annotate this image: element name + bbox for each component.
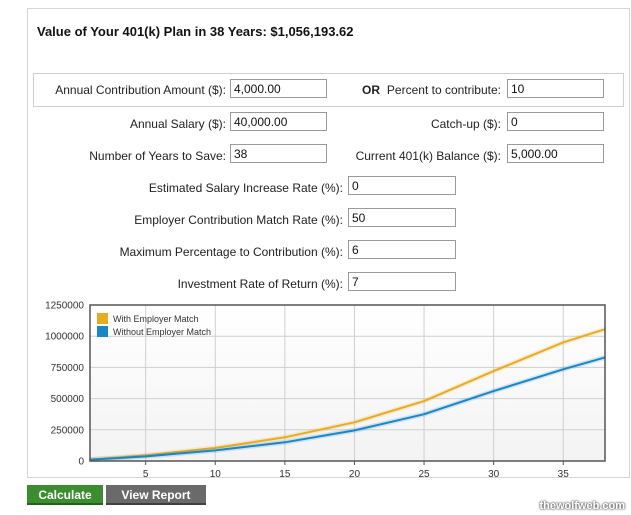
result-title: Value of Your 401(k) Plan in 38 Years: $…	[37, 24, 354, 39]
or-label: OR	[362, 83, 380, 97]
contribution-row-box	[33, 73, 624, 107]
series-point	[144, 455, 147, 458]
x-tick-label: 20	[349, 469, 361, 480]
y-tick-label: 1250000	[45, 301, 84, 312]
rate-of-return-label: Investment Rate of Return (%):	[177, 277, 343, 291]
match-rate-input[interactable]	[348, 208, 456, 227]
percent-contribute-input[interactable]	[507, 79, 604, 98]
x-tick-label: 15	[279, 469, 291, 480]
years-to-save-label: Number of Years to Save:	[89, 149, 226, 163]
max-percentage-input[interactable]	[348, 240, 456, 259]
x-tick-label: 30	[488, 469, 500, 480]
y-tick-label: 250000	[51, 425, 85, 436]
y-tick-label: 1000000	[45, 332, 84, 343]
catch-up-label: Catch-up ($):	[430, 117, 501, 131]
series-point	[562, 341, 565, 344]
catch-up-input[interactable]	[507, 112, 604, 131]
chart-plot-border	[89, 304, 606, 462]
x-tick-label: 25	[418, 469, 430, 480]
series-point	[214, 447, 217, 449]
percent-contribute-label: Percent to contribute:	[386, 83, 501, 97]
watermark: thewolfweb.com	[539, 500, 625, 512]
series-point	[353, 429, 356, 432]
series-point	[492, 370, 495, 372]
calculate-button[interactable]: Calculate	[27, 485, 103, 505]
match-rate-label: Employer Contribution Match Rate (%):	[134, 213, 343, 227]
y-tick-label: 750000	[51, 363, 85, 374]
rate-of-return-input[interactable]	[348, 272, 456, 291]
annual-contribution-input[interactable]	[230, 79, 327, 98]
series-point	[423, 413, 425, 416]
current-balance-input[interactable]	[507, 144, 604, 163]
series-point	[214, 449, 217, 452]
y-tick-label: 500000	[51, 394, 85, 405]
series-point	[353, 421, 356, 424]
current-balance-label: Current 401(k) Balance ($):	[355, 149, 501, 163]
x-tick-label: 10	[210, 469, 222, 480]
series-point	[284, 436, 286, 439]
annual-salary-label: Annual Salary ($):	[129, 117, 226, 131]
y-tick-label: 0	[78, 457, 84, 468]
x-tick-label: 5	[143, 469, 149, 480]
view-report-button[interactable]: View Report	[106, 485, 206, 505]
legend-label: Without Employer Match	[113, 327, 211, 337]
series-point	[423, 400, 425, 402]
series-point	[562, 368, 565, 371]
max-percentage-label: Maximum Percentage to Contribution (%):	[119, 245, 343, 259]
series-point	[492, 390, 495, 392]
x-tick-label: 35	[558, 469, 570, 480]
salary-increase-input[interactable]	[348, 176, 456, 195]
annual-salary-input[interactable]	[230, 112, 327, 131]
legend-label: With Employer Match	[113, 314, 199, 324]
legend-swatch	[97, 313, 108, 324]
annual-contribution-label: Annual Contribution Amount ($):	[55, 83, 226, 97]
legend-swatch	[97, 326, 108, 337]
years-to-save-input[interactable]	[230, 144, 327, 163]
series-point	[284, 441, 286, 444]
salary-increase-label: Estimated Salary Increase Rate (%):	[148, 181, 343, 195]
